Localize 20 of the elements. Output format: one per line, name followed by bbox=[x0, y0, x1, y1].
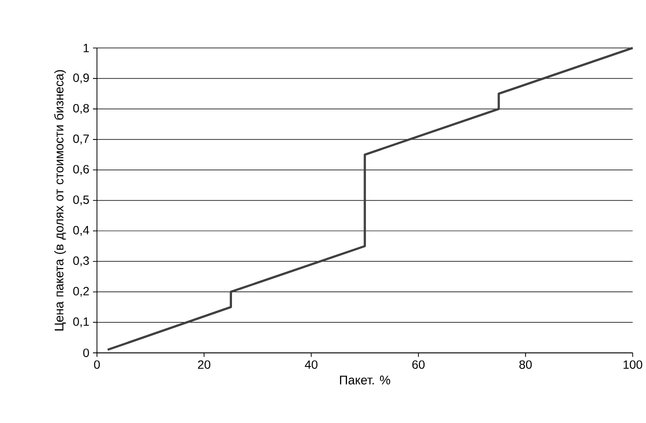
line-series bbox=[106, 46, 634, 351]
x-tick-label: 20 bbox=[198, 360, 210, 369]
y-tick-label: 0,9 bbox=[73, 74, 89, 84]
y-tick-label: 0,4 bbox=[73, 226, 90, 236]
y-tick-label: 0,7 bbox=[73, 134, 89, 144]
y-axis-title: Цена пакета (в долях от стоимости бизнеса) bbox=[54, 70, 66, 331]
y-tick-label: 0 bbox=[83, 348, 89, 358]
x-tick-label: 0 bbox=[94, 360, 100, 369]
y-tick-label: 0,3 bbox=[73, 256, 89, 266]
y-tick-label: 1 bbox=[84, 44, 89, 52]
y-tick-label: 0,6 bbox=[73, 165, 89, 175]
x-tick-label: 100 bbox=[624, 360, 642, 369]
x-tick-label: 40 bbox=[304, 360, 318, 369]
x-axis-title: Пакет. % bbox=[340, 376, 390, 385]
y-tick-label: 0,5 bbox=[73, 196, 89, 206]
y-tick-label: 0,2 bbox=[73, 287, 89, 297]
y-tick-label: 0,8 bbox=[73, 104, 89, 114]
y-tick-label: 0,1 bbox=[73, 317, 89, 328]
x-tick-label: 60 bbox=[412, 360, 425, 369]
x-tick-label: 80 bbox=[519, 360, 532, 369]
